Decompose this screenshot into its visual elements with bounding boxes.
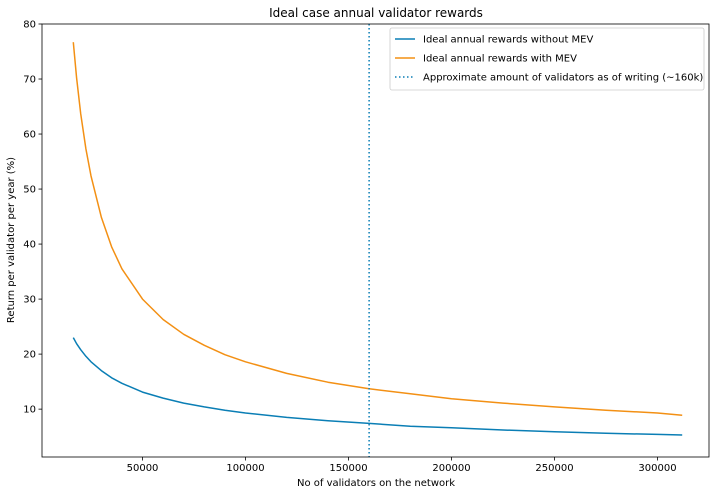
series-1-line [72,42,683,416]
series-0-line [72,337,683,436]
y-axis: 10 20 30 40 50 60 70 80 [23,20,42,416]
y-tick-label: 60 [23,130,36,141]
y-tick-label: 30 [23,295,36,306]
legend-label: Approximate amount of validators as of w… [423,73,703,84]
y-tick-label: 20 [23,350,36,361]
x-tick-label: 50000 [127,463,159,474]
plot-area-frame [41,23,710,458]
legend-label: Ideal annual rewards without MEV [423,35,594,46]
x-tick-label: 300000 [638,463,676,474]
x-tick-label: 150000 [329,463,367,474]
y-tick-label: 10 [23,405,36,416]
y-tick-label: 50 [23,185,36,196]
y-tick-label: 80 [23,20,36,31]
y-tick-label: 70 [23,75,36,86]
y-axis-label: Return per validator per year (%) [6,157,17,323]
x-tick-label: 100000 [226,463,264,474]
legend-label: Ideal annual rewards with MEV [423,54,577,65]
x-tick-label: 250000 [535,463,573,474]
legend: Ideal annual rewards without MEV Ideal an… [389,27,705,91]
x-axis-label: No of validators on the network [297,478,455,489]
y-tick-label: 40 [23,240,36,251]
legend-box [389,27,705,91]
plot-lines [72,24,683,457]
x-tick-label: 200000 [432,463,470,474]
chart-title: Ideal case annual validator rewards [269,6,483,20]
x-axis: 50000 100000 150000 200000 250000 300000 [127,457,677,474]
